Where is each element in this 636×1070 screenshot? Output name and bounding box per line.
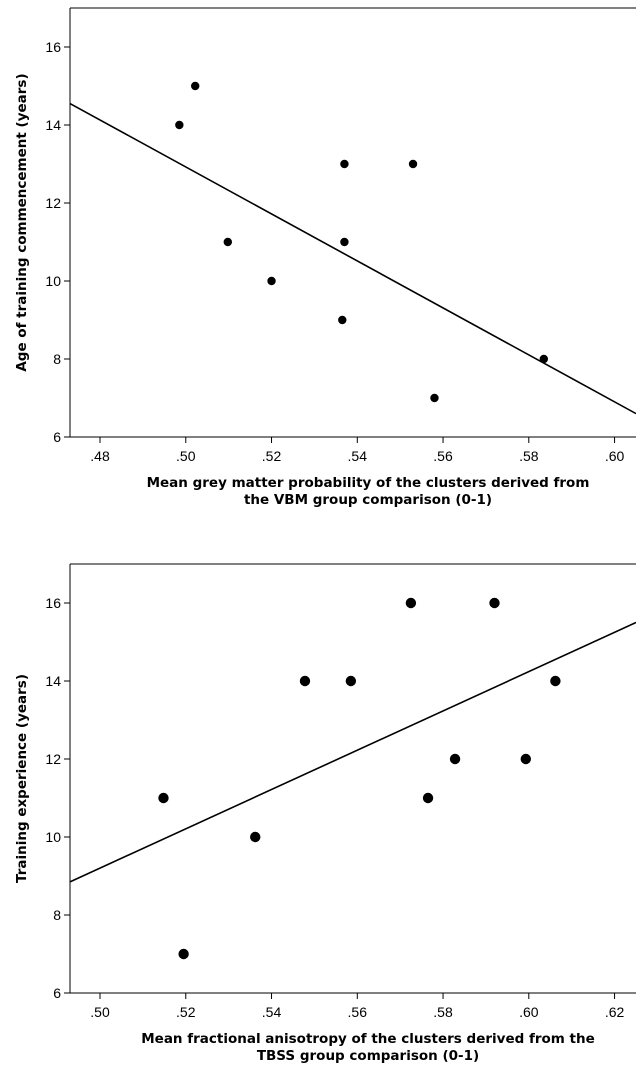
y-axis-title: Training experience (years) (14, 674, 30, 883)
y-tick-label: 16 (45, 595, 61, 611)
data-point (422, 792, 434, 804)
y-tick-label: 10 (45, 273, 61, 289)
data-point (550, 675, 561, 687)
data-point (299, 675, 311, 687)
y-tick-label: 6 (53, 429, 61, 445)
y-tick-label: 14 (45, 117, 61, 133)
x-tick-label: .54 (348, 448, 368, 464)
x-axis-title-line-1: Mean fractional anisotropy of the cluste… (141, 1031, 595, 1047)
scatter-plot-tbss: 6 8 10 12 14 16 .50 .52 .54 .56 .58 .60 .62 Mean frac… (14, 563, 636, 1064)
x-axis-title-line-2: the VBM group comparison (0-1) (244, 492, 492, 508)
data-point (178, 948, 189, 960)
data-point (340, 159, 349, 169)
data-point (520, 753, 532, 765)
x-tick-label: .50 (90, 1004, 110, 1020)
x-tick-label: .58 (519, 448, 539, 464)
data-point (405, 597, 417, 609)
x-tick-label: .52 (176, 1004, 196, 1020)
x-axis-title-line-2: TBSS group comparison (0-1) (257, 1048, 479, 1064)
data-point (223, 237, 232, 247)
y-axis-title: Age of training commencement (years) (14, 73, 30, 371)
x-tick-label: .58 (433, 1004, 453, 1020)
data-point (539, 354, 549, 364)
y-tick-label: 16 (45, 39, 61, 55)
y-tick-label: 12 (45, 195, 61, 211)
data-point (449, 753, 461, 765)
data-point (338, 315, 347, 325)
data-point (267, 276, 276, 286)
x-tick-label: .48 (90, 448, 110, 464)
x-tick-label: .60 (605, 448, 625, 464)
y-tick-label: 12 (45, 751, 61, 767)
x-tick-label: .56 (348, 1004, 368, 1020)
fit-line (69, 621, 636, 883)
x-tick-label: .52 (262, 448, 282, 464)
data-point (191, 81, 200, 91)
x-tick-label: .56 (433, 448, 453, 464)
scatter-plot-vbm: 6 8 10 12 14 16 .48 .50 .52 .54 .56 .58 .60 Mean grey… (14, 7, 636, 508)
x-tick-label: .60 (519, 1004, 539, 1020)
y-tick-label: 6 (53, 985, 61, 1001)
y-tick-label: 8 (53, 351, 61, 367)
data-point (340, 237, 349, 247)
fit-line (69, 102, 636, 415)
x-tick-label: .50 (176, 448, 196, 464)
x-axis-title-line-1: Mean grey matter probability of the clus… (147, 475, 590, 491)
x-tick-label: .54 (262, 1004, 282, 1020)
x-tick-label: .62 (605, 1004, 625, 1020)
data-point (175, 120, 184, 130)
y-tick-label: 10 (45, 829, 61, 845)
data-point (489, 597, 500, 609)
data-point (158, 792, 169, 804)
y-tick-label: 8 (53, 907, 61, 923)
data-point (345, 675, 357, 687)
data-point (430, 393, 439, 403)
y-tick-label: 14 (45, 673, 61, 689)
data-point (408, 159, 418, 169)
data-point (250, 831, 261, 843)
